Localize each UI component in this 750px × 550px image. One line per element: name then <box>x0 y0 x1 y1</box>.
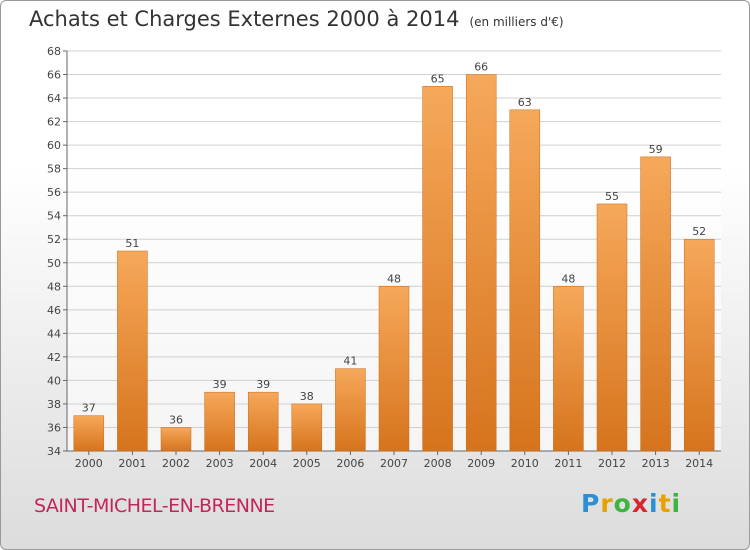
bar <box>160 427 192 452</box>
y-tick-label: 56 <box>47 186 61 199</box>
bar-value-label: 55 <box>605 190 619 203</box>
logo-letter: t <box>658 489 672 518</box>
chart-title: Achats et Charges Externes 2000 à 2014 (e… <box>29 7 564 31</box>
bar <box>509 109 541 452</box>
bar-value-label: 48 <box>387 272 401 285</box>
y-tick-label: 66 <box>47 69 61 82</box>
y-tick-label: 34 <box>47 445 61 458</box>
bar-value-label: 38 <box>300 390 314 403</box>
bar <box>596 203 628 452</box>
y-tick-label: 48 <box>47 280 61 293</box>
y-tick-label: 36 <box>47 421 61 434</box>
x-tick-label: 2011 <box>554 457 582 470</box>
bar <box>247 391 279 452</box>
x-tick-label: 2010 <box>511 457 539 470</box>
logo-letter: r <box>600 489 614 518</box>
y-tick-label: 54 <box>47 210 61 223</box>
bar <box>553 286 584 452</box>
bar <box>683 238 715 452</box>
chart-title-text: Achats et Charges Externes 2000 à 2014 <box>29 7 460 31</box>
y-tick-label: 52 <box>47 233 61 246</box>
logo-letter: i <box>671 489 682 518</box>
x-tick-label: 2012 <box>598 457 626 470</box>
bar <box>378 286 410 452</box>
bar-value-label: 41 <box>343 355 357 368</box>
bar <box>291 403 323 452</box>
bar-value-label: 51 <box>125 237 139 250</box>
y-tick-label: 64 <box>47 92 61 105</box>
x-tick-label: 2014 <box>685 457 713 470</box>
x-tick-label: 2001 <box>118 457 146 470</box>
x-tick-label: 2002 <box>162 457 190 470</box>
y-tick-label: 50 <box>47 257 61 270</box>
x-tick-label: 2000 <box>75 457 103 470</box>
bar <box>204 391 235 452</box>
y-tick-label: 62 <box>47 116 61 129</box>
chart-unit: (en milliers d'€) <box>469 15 564 29</box>
bar-value-label: 65 <box>431 72 445 85</box>
y-tick-label: 40 <box>47 374 61 387</box>
y-tick-label: 38 <box>47 398 61 411</box>
x-tick-label: 2007 <box>380 457 408 470</box>
bar-value-label: 63 <box>518 96 532 109</box>
x-tick-label: 2008 <box>424 457 452 470</box>
logo-letter: o <box>613 489 632 518</box>
bar-value-label: 39 <box>213 378 227 391</box>
bar-value-label: 39 <box>256 378 270 391</box>
bar <box>73 415 105 452</box>
y-tick-label: 60 <box>47 139 61 152</box>
proxiti-logo: Proxiti <box>581 489 681 518</box>
bar-value-label: 48 <box>561 272 575 285</box>
y-tick-label: 44 <box>47 327 61 340</box>
bar <box>422 86 453 452</box>
y-tick-label: 42 <box>47 351 61 364</box>
logo-letter: x <box>631 489 649 518</box>
x-tick-label: 2013 <box>642 457 670 470</box>
x-tick-label: 2003 <box>206 457 234 470</box>
place-name: SAINT-MICHEL-EN-BRENNE <box>34 495 275 517</box>
bar-value-label: 36 <box>169 413 183 426</box>
bar <box>117 250 148 452</box>
x-tick-label: 2004 <box>249 457 277 470</box>
x-tick-label: 2005 <box>293 457 321 470</box>
logo-letter: i <box>649 489 659 518</box>
x-tick-label: 2006 <box>336 457 364 470</box>
bar-value-label: 59 <box>649 143 663 156</box>
y-tick-label: 58 <box>47 163 61 176</box>
bar <box>465 74 497 452</box>
bar-value-label: 66 <box>474 61 488 74</box>
bar-value-label: 52 <box>692 225 706 238</box>
y-tick-label: 68 <box>47 45 61 58</box>
x-tick-label: 2009 <box>467 457 495 470</box>
logo-letter: P <box>581 489 601 518</box>
bar <box>640 156 671 452</box>
bar-value-label: 37 <box>82 402 96 415</box>
y-tick-label: 46 <box>47 304 61 317</box>
bar <box>335 368 366 452</box>
